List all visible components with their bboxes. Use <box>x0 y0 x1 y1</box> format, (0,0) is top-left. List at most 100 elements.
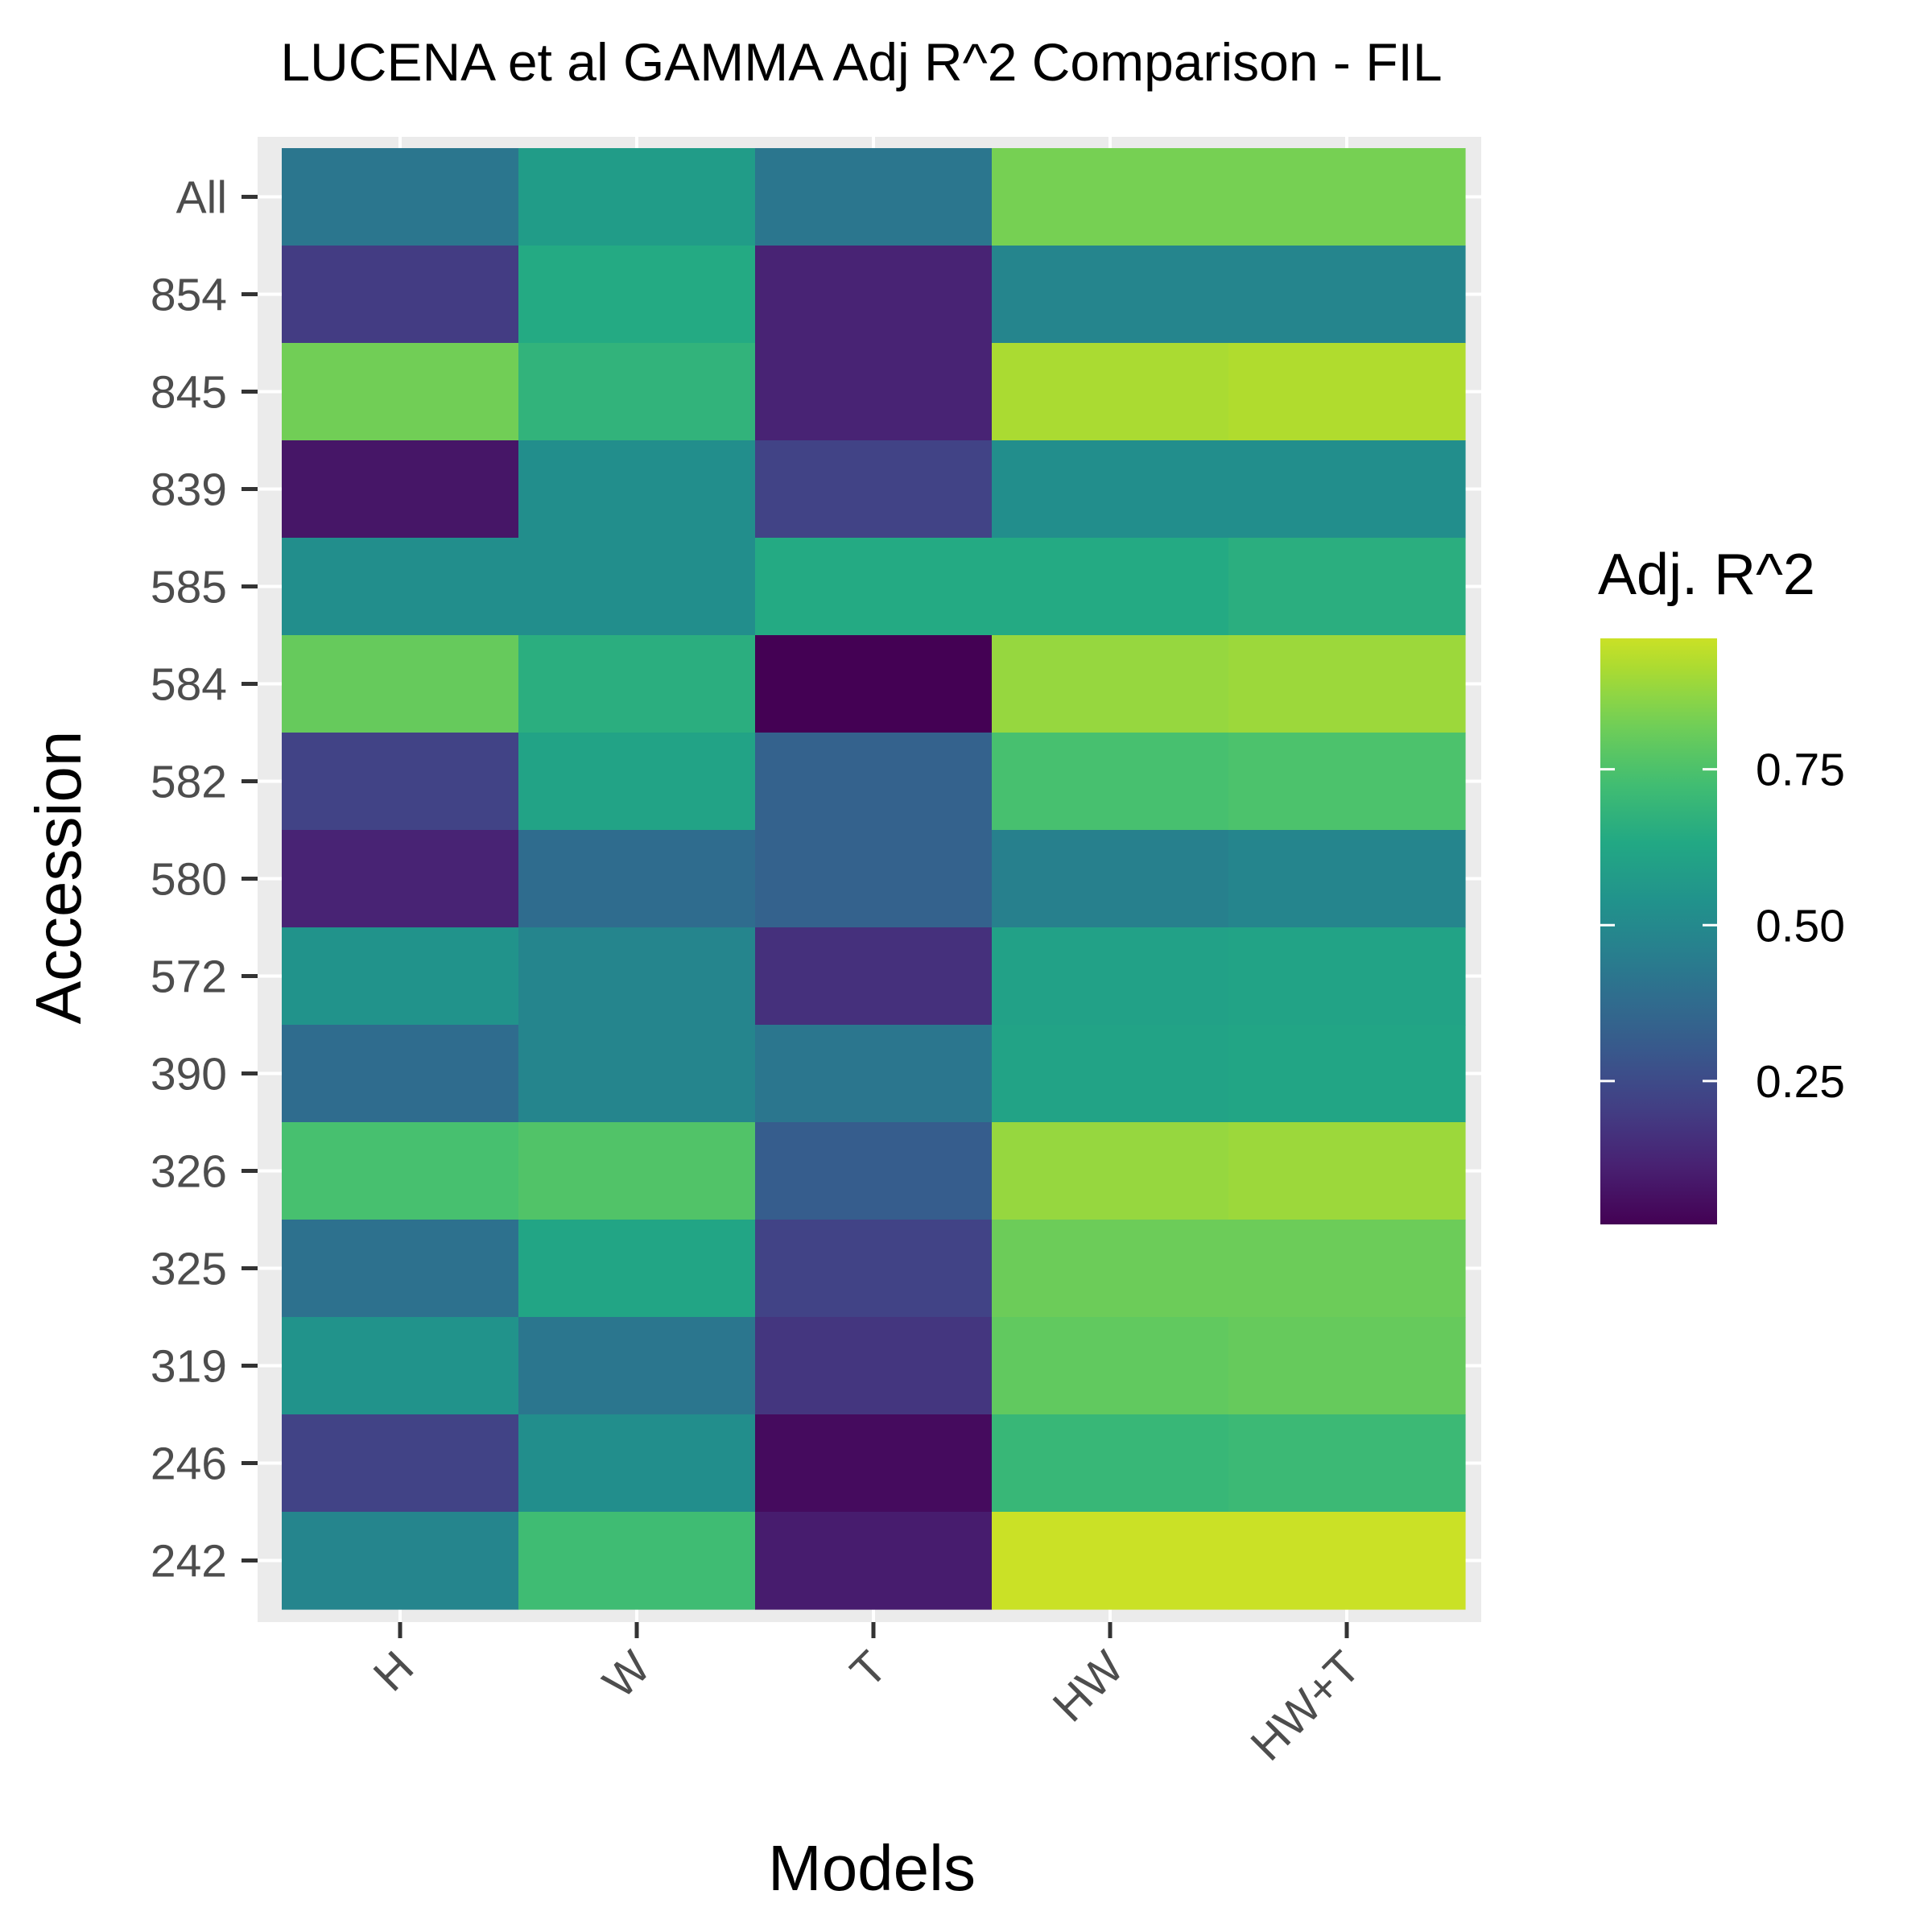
heatmap-cell <box>1228 1414 1466 1513</box>
y-tick-label: 572 <box>151 952 227 1003</box>
y-tick-label: All <box>176 172 227 224</box>
y-tick-label: 246 <box>151 1439 227 1490</box>
heatmap-cell <box>755 1317 993 1415</box>
heatmap-cell <box>992 246 1229 344</box>
heatmap-cell <box>518 830 756 928</box>
heatmap-cell <box>518 1220 756 1318</box>
heatmap-cell <box>518 1414 756 1513</box>
y-tick-label: 585 <box>151 562 227 613</box>
colorbar-tick-label: 0.75 <box>1756 745 1845 796</box>
heatmap-cell <box>992 1122 1229 1220</box>
colorbar-tick-label: 0.50 <box>1756 900 1845 952</box>
heatmap-cell <box>282 1122 519 1220</box>
heatmap-cell <box>992 830 1229 928</box>
heatmap-cells <box>282 148 1466 1610</box>
heatmap-cell <box>992 1220 1229 1318</box>
heatmap-cell <box>282 1317 519 1415</box>
heatmap-cell <box>518 148 756 246</box>
chart-title: LUCENA et al GAMMA Adj R^2 Comparison - … <box>280 32 1442 92</box>
heatmap-cell <box>755 246 993 344</box>
heatmap-cell <box>755 733 993 831</box>
heatmap-cell <box>992 343 1229 441</box>
heatmap-cell <box>1228 440 1466 539</box>
heatmap-cell <box>755 1220 993 1318</box>
y-tick-label: 580 <box>151 854 227 906</box>
heatmap-cell <box>992 927 1229 1026</box>
heatmap-cell <box>1228 343 1466 441</box>
heatmap-cell <box>282 927 519 1026</box>
x-axis: H W T HW HW+T <box>364 1622 1370 1771</box>
y-tick-label: 584 <box>151 659 227 711</box>
heatmap-cell <box>755 1122 993 1220</box>
y-tick-label: 839 <box>151 464 227 516</box>
heatmap-cell <box>282 635 519 733</box>
heatmap-cell <box>1228 927 1466 1026</box>
heatmap-cell <box>755 927 993 1026</box>
heatmap-cell <box>755 1414 993 1513</box>
heatmap-cell <box>518 440 756 539</box>
heatmap-cell <box>1228 830 1466 928</box>
heatmap-cell <box>282 538 519 636</box>
heatmap-cell <box>518 1512 756 1610</box>
heatmap-cell <box>755 830 993 928</box>
y-axis-title: Accession <box>23 731 94 1025</box>
y-axis: All 854 845 839 585 584 582 580 572 390 326 325 319 2… <box>151 172 258 1587</box>
x-tick-label: T <box>840 1641 897 1698</box>
heatmap-cell <box>755 635 993 733</box>
heatmap-cell <box>992 1414 1229 1513</box>
heatmap-cell <box>992 1512 1229 1610</box>
heatmap-cell <box>282 246 519 344</box>
heatmap-cell <box>755 343 993 441</box>
heatmap-cell <box>518 538 756 636</box>
colorbar-tick-label: 0.25 <box>1756 1056 1845 1108</box>
x-tick-label: H <box>364 1641 423 1701</box>
heatmap-cell <box>1228 1220 1466 1318</box>
heatmap-cell <box>282 1414 519 1513</box>
heatmap-cell <box>282 148 519 246</box>
heatmap-cell <box>518 246 756 344</box>
heatmap-cell <box>282 830 519 928</box>
heatmap-cell <box>282 733 519 831</box>
heatmap-cell <box>992 733 1229 831</box>
y-tick-label: 390 <box>151 1049 227 1100</box>
x-tick-label: HW <box>1043 1641 1134 1732</box>
heatmap-cell <box>755 1025 993 1123</box>
heatmap-cell <box>518 1025 756 1123</box>
y-tick-label: 582 <box>151 757 227 808</box>
heatmap-cell <box>992 538 1229 636</box>
heatmap-cell <box>755 148 993 246</box>
heatmap-cell <box>282 1220 519 1318</box>
heatmap-cell <box>1228 635 1466 733</box>
y-tick-label: 319 <box>151 1341 227 1393</box>
y-tick-label: 845 <box>151 367 227 419</box>
x-tick-label: W <box>593 1641 660 1708</box>
heatmap-cell <box>755 440 993 539</box>
heatmap-cell <box>992 1025 1229 1123</box>
heatmap-cell <box>1228 538 1466 636</box>
colorbar <box>1600 638 1717 1224</box>
heatmap-cell <box>518 733 756 831</box>
colorbar-ticks: 0.25 0.50 0.75 <box>1600 745 1845 1108</box>
heatmap-cell <box>1228 148 1466 246</box>
heatmap-cell <box>518 1122 756 1220</box>
heatmap-cell <box>992 148 1229 246</box>
heatmap-cell <box>1228 1122 1466 1220</box>
heatmap-cell <box>992 1317 1229 1415</box>
heatmap-cell <box>518 635 756 733</box>
heatmap-cell <box>755 1512 993 1610</box>
heatmap-cell <box>282 440 519 539</box>
heatmap-cell <box>1228 246 1466 344</box>
heatmap-cell <box>282 1025 519 1123</box>
heatmap-cell <box>1228 1512 1466 1610</box>
y-tick-label: 242 <box>151 1536 227 1587</box>
y-tick-label: 326 <box>151 1146 227 1198</box>
y-tick-label: 854 <box>151 270 227 321</box>
heatmap-cell <box>1228 1025 1466 1123</box>
y-tick-label: 325 <box>151 1244 227 1295</box>
heatmap-cell <box>1228 733 1466 831</box>
heatmap-cell <box>755 538 993 636</box>
heatmap-cell <box>518 1317 756 1415</box>
heatmap-cell <box>518 927 756 1026</box>
x-tick-label: HW+T <box>1241 1641 1371 1771</box>
